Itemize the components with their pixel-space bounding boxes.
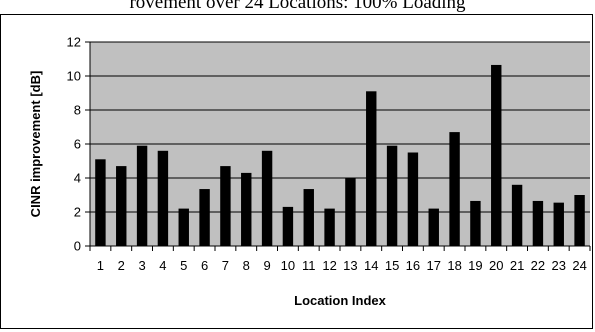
x-tick-label: 11 bbox=[302, 258, 316, 273]
bar bbox=[282, 206, 294, 246]
bar bbox=[241, 172, 252, 246]
x-tick-label: 9 bbox=[263, 258, 270, 273]
x-tick-label: 19 bbox=[468, 258, 482, 273]
bar bbox=[491, 64, 502, 246]
x-axis: 1 2 3 4 5 6 7 8 9 10 11 12 13 14 15 16 17 18 19 20 21 22 23 24 bbox=[89, 245, 591, 273]
x-tick-label: 7 bbox=[222, 258, 229, 273]
bar bbox=[407, 152, 419, 246]
y-tick-label: 10 bbox=[67, 69, 81, 84]
x-tick-label: 13 bbox=[343, 258, 357, 273]
bar bbox=[136, 145, 148, 246]
bar bbox=[157, 150, 169, 246]
top-caption: rovement over 24 Locations: 100% Loading bbox=[0, 0, 595, 30]
x-tick-label: 23 bbox=[552, 258, 566, 273]
bars bbox=[95, 64, 585, 246]
x-tick-label: 17 bbox=[427, 258, 441, 273]
bar bbox=[428, 208, 439, 246]
x-tick-label: 22 bbox=[531, 258, 545, 273]
bar bbox=[324, 208, 335, 246]
x-tick-label: 8 bbox=[243, 258, 250, 273]
x-axis-title: Location Index bbox=[294, 293, 387, 308]
y-tick-label: 8 bbox=[74, 103, 81, 118]
gridlines bbox=[90, 41, 590, 213]
x-tick-label: 21 bbox=[510, 258, 524, 273]
x-tick-label: 6 bbox=[201, 258, 208, 273]
bar bbox=[449, 132, 460, 246]
bar bbox=[386, 145, 398, 246]
x-tick-label: 24 bbox=[572, 258, 586, 273]
bar bbox=[532, 200, 544, 246]
x-tick-label: 14 bbox=[364, 258, 378, 273]
bar bbox=[95, 159, 106, 246]
y-tick-label: 12 bbox=[67, 35, 81, 50]
bar bbox=[553, 202, 564, 246]
bar bbox=[574, 195, 585, 246]
y-axis-title: CINR improvement [dB] bbox=[28, 71, 43, 218]
bar bbox=[303, 189, 314, 246]
y-tick-label: 2 bbox=[74, 205, 81, 220]
x-tick-label: 1 bbox=[97, 258, 104, 273]
bar bbox=[345, 178, 356, 246]
x-tick-label: 16 bbox=[406, 258, 420, 273]
bar bbox=[116, 166, 127, 246]
bar bbox=[178, 208, 189, 246]
top-caption-text: rovement over 24 Locations: 100% Loading bbox=[129, 0, 466, 13]
y-tick-label: 6 bbox=[74, 137, 81, 152]
bar bbox=[261, 150, 273, 246]
x-tick-label: 4 bbox=[159, 258, 166, 273]
x-tick-label: 5 bbox=[180, 258, 187, 273]
bar bbox=[220, 166, 231, 246]
bar bbox=[470, 200, 481, 246]
y-axis: 0 2 4 6 8 10 12 bbox=[67, 35, 91, 254]
x-tick-label: 12 bbox=[322, 258, 336, 273]
x-tick-label: 15 bbox=[385, 258, 399, 273]
x-tick-label: 2 bbox=[118, 258, 125, 273]
bar bbox=[199, 189, 210, 246]
bar bbox=[366, 91, 377, 246]
y-tick-label: 4 bbox=[74, 171, 81, 186]
x-tick-label: 3 bbox=[138, 258, 145, 273]
x-tick-label: 10 bbox=[281, 258, 295, 273]
x-tick-label: 18 bbox=[447, 258, 461, 273]
y-tick-label: 0 bbox=[74, 239, 81, 254]
bar bbox=[511, 184, 523, 246]
x-tick-label: 20 bbox=[489, 258, 503, 273]
